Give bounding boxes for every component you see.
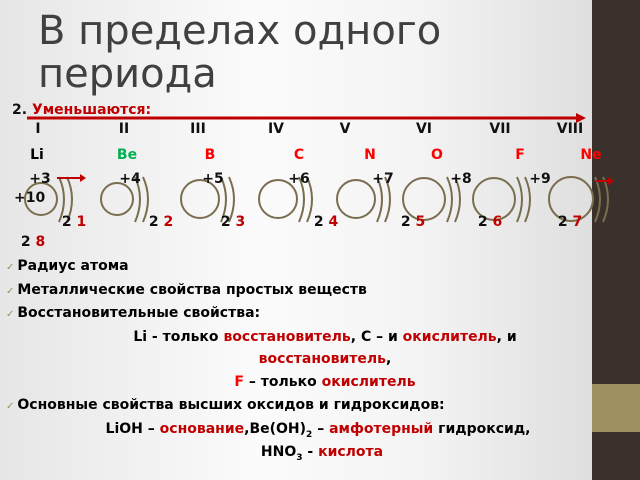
- group-label: VII: [489, 121, 511, 137]
- period-arrow-head: [576, 113, 586, 123]
- nucleus-circle: [180, 179, 220, 219]
- bullet-4: ✓ Основные свойства высших оксидов и гидр…: [6, 397, 445, 413]
- heading-label: Уменьшаются:: [31, 102, 152, 118]
- electron-shell-arc: [384, 176, 391, 223]
- nucleus-circle: [100, 182, 134, 216]
- electron-shell-arc: [516, 176, 523, 223]
- nucleus-charge: +3: [29, 171, 51, 187]
- electron-config: 2 2: [148, 214, 174, 230]
- element-symbol: F: [515, 147, 525, 163]
- element-symbol: Ne: [580, 147, 602, 163]
- bullet-3: ✓ Восстановительные свойства:: [6, 305, 261, 321]
- nucleus-circle: [402, 177, 446, 221]
- electron-shell-arc: [376, 176, 383, 223]
- element-symbol: O: [431, 147, 443, 163]
- electron-shell-arc: [66, 176, 73, 223]
- line-reducers-cont: восстановитель,: [258, 351, 392, 367]
- electron-config: 2 4: [313, 214, 339, 230]
- nucleus-circle: [548, 176, 594, 222]
- electron-arrow-head: [608, 177, 614, 185]
- nucleus-charge: +10: [14, 190, 46, 206]
- nucleus-charge: +8: [450, 171, 472, 187]
- electron-shell-arc: [594, 176, 601, 223]
- line-acid: HNO3 - кислота: [260, 444, 384, 463]
- group-label: VIII: [556, 121, 584, 137]
- element-symbol: B: [204, 147, 216, 163]
- element-symbol: N: [364, 147, 376, 163]
- group-label: V: [339, 121, 351, 137]
- bullet-2: ✓ Металлические свойства простых веществ: [6, 282, 367, 298]
- side-accent-block: [592, 384, 640, 432]
- group-label: VI: [415, 121, 433, 137]
- electron-config: 2 3: [220, 214, 246, 230]
- check-icon: ✓: [6, 262, 15, 273]
- bullet-1: ✓ Радиус атома: [6, 258, 129, 274]
- nucleus-charge: +6: [288, 171, 310, 187]
- electron-shell-arc: [602, 176, 609, 223]
- slide-title: В пределах одного периода: [38, 8, 442, 97]
- nucleus-charge: +7: [372, 171, 394, 187]
- electron-shell-arc: [58, 176, 65, 223]
- nucleus-charge: +5: [202, 171, 224, 187]
- electron-shell-arc: [220, 176, 227, 223]
- atom-diagram: [24, 113, 614, 223]
- group-label: II: [118, 121, 130, 137]
- check-icon: ✓: [6, 401, 15, 412]
- check-icon: ✓: [6, 286, 15, 297]
- electron-arrow-head: [80, 174, 86, 182]
- element-symbol: Li: [30, 147, 44, 163]
- electron-shell-arc: [298, 176, 305, 223]
- nucleus-charge: +9: [529, 171, 551, 187]
- electron-shell-arc: [306, 176, 313, 223]
- electron-config: 2 1: [61, 214, 87, 230]
- nucleus-circle: [258, 179, 298, 219]
- nucleus-circle: [472, 177, 516, 221]
- electron-config: 2 6: [477, 214, 503, 230]
- electron-shell-arc: [454, 176, 461, 223]
- element-symbol: C: [293, 147, 305, 163]
- heading-number: 2.: [12, 102, 28, 118]
- check-icon: ✓: [6, 309, 15, 320]
- electron-shell-arc: [228, 176, 235, 223]
- line-reducers: Li - только восстановитель, C – и окисли…: [133, 329, 517, 345]
- group-label: IV: [267, 121, 285, 137]
- line-hydroxides: LiOH – основание,Be(OH)2 – амфотерный ги…: [105, 421, 531, 440]
- electron-shell-arc: [524, 176, 531, 223]
- electron-shell-arc: [446, 176, 453, 223]
- electron-shell-arc: [134, 176, 141, 223]
- element-symbol: Be: [116, 147, 138, 163]
- group-label: I: [35, 121, 41, 137]
- group-label: III: [190, 121, 206, 137]
- electron-config: 2 7: [557, 214, 583, 230]
- electron-config: 2 8: [20, 234, 46, 250]
- electron-config: 2 5: [400, 214, 426, 230]
- line-fluorine: F – только окислитель: [234, 374, 416, 390]
- nucleus-charge: +4: [119, 171, 141, 187]
- nucleus-circle: [336, 179, 376, 219]
- heading: 2. Уменьшаются:: [12, 102, 151, 118]
- electron-shell-arc: [142, 176, 149, 223]
- nucleus-circle: [24, 182, 58, 216]
